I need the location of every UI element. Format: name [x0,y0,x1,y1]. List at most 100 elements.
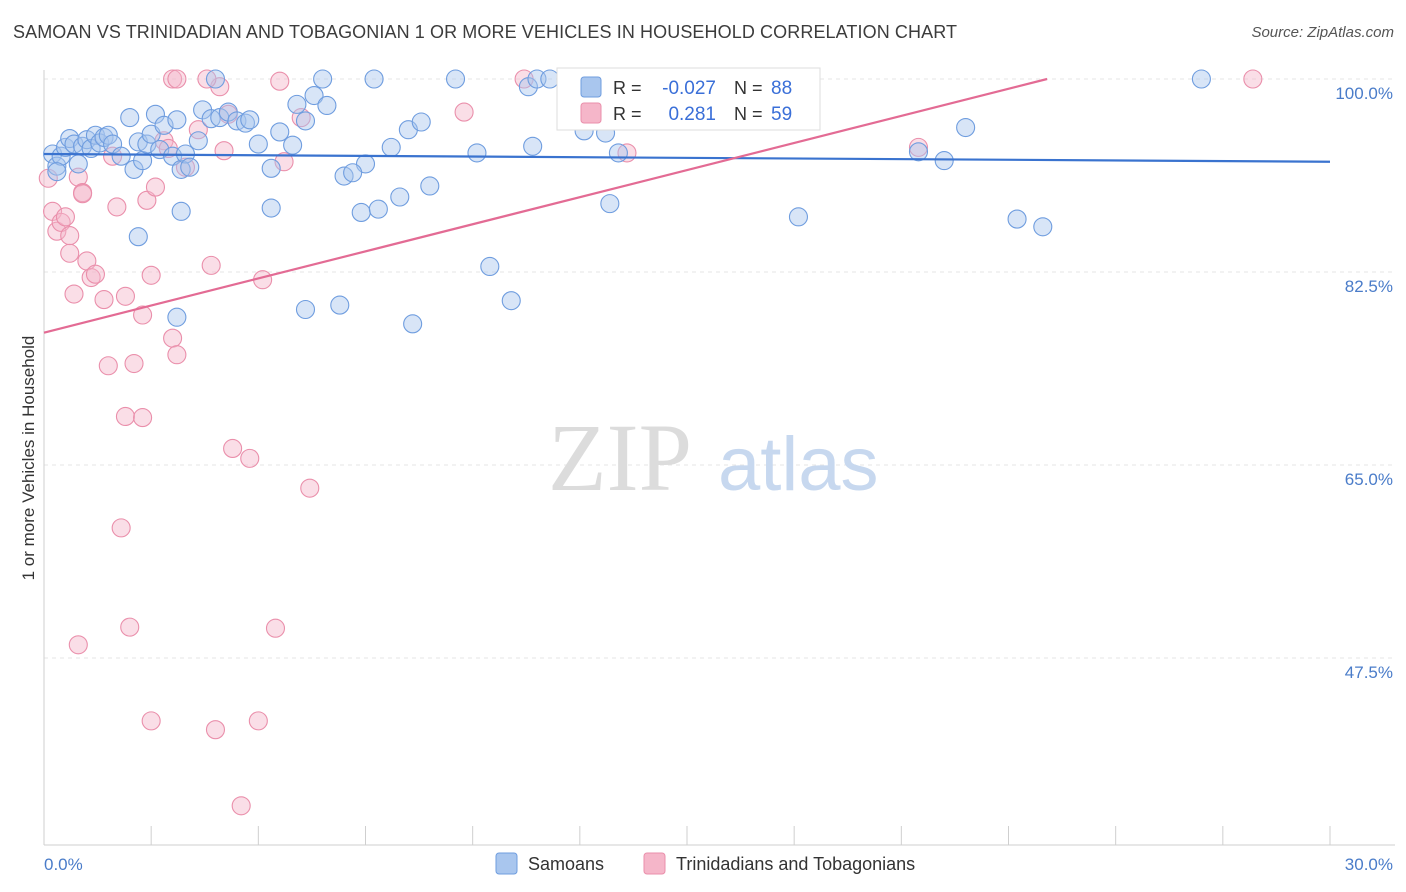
legend-r-value-samoans: -0.027 [662,78,716,99]
trinidadians-point [60,226,80,246]
legend-swatch-samoans-bottom [495,852,518,875]
legend-swatch-trinidadians-bottom [643,852,666,875]
samoans-point [154,115,174,135]
y-tick-label: 47.5% [1345,663,1393,682]
trinidadians-point [73,184,93,204]
trinidadians-point [120,617,140,637]
watermark-zip: ZIP [548,404,692,511]
legend-n-value-samoans: 88 [771,78,792,99]
samoans-point [304,85,324,106]
trinidadians-point [145,177,166,197]
samoans-point [261,198,281,218]
trinidadians-point [163,69,183,89]
legend-n-value-trinidadians: 59 [771,104,792,125]
samoans-point [1007,209,1027,229]
legend-r-value-trinidadians: 0.281 [668,104,716,125]
trinidadians-point [240,448,260,468]
samoans-point [287,94,307,114]
y-tick-labels: 47.5% 65.0% 82.5% 100.0% [1335,84,1393,682]
legend-label-trinidadians: Trinidadians and Tobagonians [676,854,915,874]
series-samoans-points [43,69,1211,334]
samoans-point [270,122,290,142]
trinidadians-point [248,711,268,731]
samoans-point [295,111,316,131]
y-axis-label: 1 or more Vehicles in Household [19,336,38,581]
samoans-point [420,176,440,196]
trinidadians-point [133,408,153,428]
samoans-point [137,134,157,154]
samoans-point [368,199,388,219]
trinidadians-point [133,305,153,325]
axes [43,70,1395,846]
samoans-point [51,146,71,166]
y-tick-label: 100.0% [1335,84,1393,103]
legend-r-label-samoans: R = [613,78,642,98]
samoans-point [111,146,131,166]
samoans-point [1033,217,1053,237]
trinidadians-point [205,720,226,740]
samoans-point [98,125,118,145]
trend-lines [43,77,1331,334]
samoans-point [411,112,431,132]
watermark-atlas: atlas [718,422,879,507]
samoans-point [167,110,187,130]
samoans-point [180,157,200,177]
samoans-point [956,117,976,138]
trinidadians-point [223,438,243,459]
samoans-point [317,95,337,116]
samoans-point [120,108,140,128]
x-tick-label-min: 0.0% [44,855,83,874]
trinidadians-trend-line [43,77,1048,334]
x-ticks [150,826,1331,845]
samoans-point [47,162,67,182]
grid-lines [44,78,1395,659]
correlation-legend: R = -0.027 N = 88 R = 0.281 N = 59 [556,67,821,131]
samoans-point [501,291,521,311]
x-tick-label-max: 30.0% [1345,855,1393,874]
trinidadians-point [214,141,234,161]
trinidadians-point [201,255,221,275]
samoans-point [68,154,88,174]
samoans-point [171,201,191,221]
trinidadians-point [265,618,286,638]
samoans-point [480,256,500,277]
trinidadians-point [85,264,105,284]
trinidadians-point [167,69,187,89]
legend-n-label-samoans: N = [734,78,763,98]
legend-n-label-trinidadians: N = [734,104,763,124]
legend-swatch-samoans [580,76,602,98]
trinidadians-point [141,265,161,285]
samoans-point [403,314,423,334]
samoans-point [390,187,410,207]
samoans-point [261,158,281,178]
trinidadians-point [55,207,75,227]
trinidadians-point [98,356,118,376]
samoans-point [600,194,620,214]
samoans-point [240,110,260,130]
legend-swatch-trinidadians [580,102,602,124]
watermark: ZIP atlas [548,404,879,511]
samoans-point [188,131,208,151]
samoans-point [523,136,543,156]
trinidadians-point [141,711,161,731]
legend-r-label-trinidadians: R = [613,104,642,124]
trinidadians-point [188,120,208,140]
samoans-point [364,69,384,89]
series-legend: Samoans Trinidadians and Tobagonians [495,852,915,875]
samoans-point [313,69,333,89]
samoans-point [445,69,466,89]
trinidadians-point [908,137,929,157]
trinidadians-point [167,345,187,365]
trinidadians-point [163,328,183,348]
samoans-point [295,299,316,320]
y-tick-label: 82.5% [1345,277,1393,296]
trinidadians-point [111,518,131,538]
samoans-point [283,135,303,155]
trinidadians-point [94,290,114,310]
trinidadians-point [60,243,80,263]
trinidadians-point [270,71,290,91]
trinidadians-point [68,635,88,655]
trinidadians-point [300,478,320,498]
trinidadians-point [454,102,474,122]
